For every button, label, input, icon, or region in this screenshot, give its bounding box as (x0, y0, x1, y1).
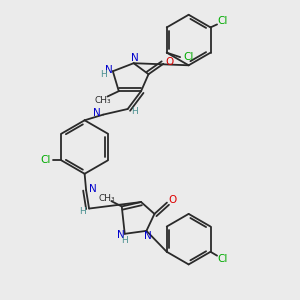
Text: Cl: Cl (218, 254, 228, 264)
Text: O: O (168, 195, 176, 205)
Text: H: H (100, 70, 106, 79)
Text: Cl: Cl (218, 16, 228, 26)
Text: Cl: Cl (183, 52, 194, 62)
Text: N: N (89, 184, 97, 194)
Text: CH₃: CH₃ (94, 96, 111, 105)
Text: N: N (93, 108, 101, 118)
Text: N: N (144, 231, 152, 241)
Text: Cl: Cl (40, 155, 51, 165)
Text: H: H (121, 236, 128, 245)
Text: H: H (79, 207, 86, 216)
Text: N: N (104, 65, 112, 75)
Text: N: N (131, 53, 139, 63)
Text: H: H (131, 107, 138, 116)
Text: CH₃: CH₃ (99, 194, 115, 203)
Text: N: N (117, 230, 125, 240)
Text: O: O (165, 57, 173, 67)
